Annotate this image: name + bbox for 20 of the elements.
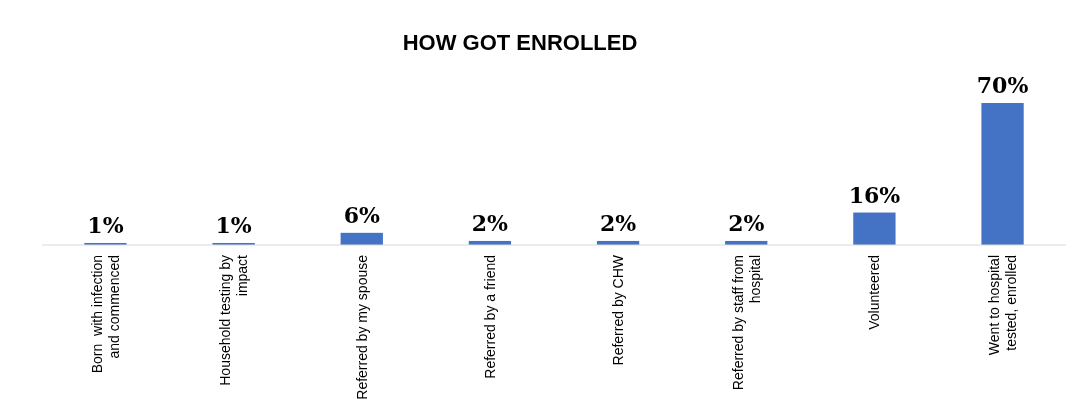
x-tick-label: Household testing by impact [217, 254, 251, 386]
bar [981, 103, 1024, 245]
x-tick-label: Born with infection and commenced [88, 255, 122, 374]
x-tick-label: Referred by my spouse [353, 254, 370, 400]
chart-title: HOW GOT ENROLLED [402, 30, 638, 55]
x-tick-label: Volunteered [866, 255, 883, 330]
data-label: 2% [471, 209, 509, 236]
data-label: 1% [215, 211, 252, 238]
x-tick-label: Referred by a friend [481, 255, 498, 379]
data-label: 2% [599, 209, 637, 236]
data-label: 1% [87, 211, 124, 238]
bar [340, 232, 383, 245]
data-label: 70% [976, 72, 1029, 98]
bar [853, 212, 896, 245]
x-tick-label: Referred by staff from hospital [729, 255, 763, 391]
data-label: 6% [343, 201, 380, 228]
data-label: 16% [848, 181, 901, 208]
data-label: 2% [728, 209, 765, 236]
x-tick-label: Referred by CHW [610, 254, 627, 366]
x-tick-label: Went to hospital tested, enrolled [986, 255, 1020, 356]
